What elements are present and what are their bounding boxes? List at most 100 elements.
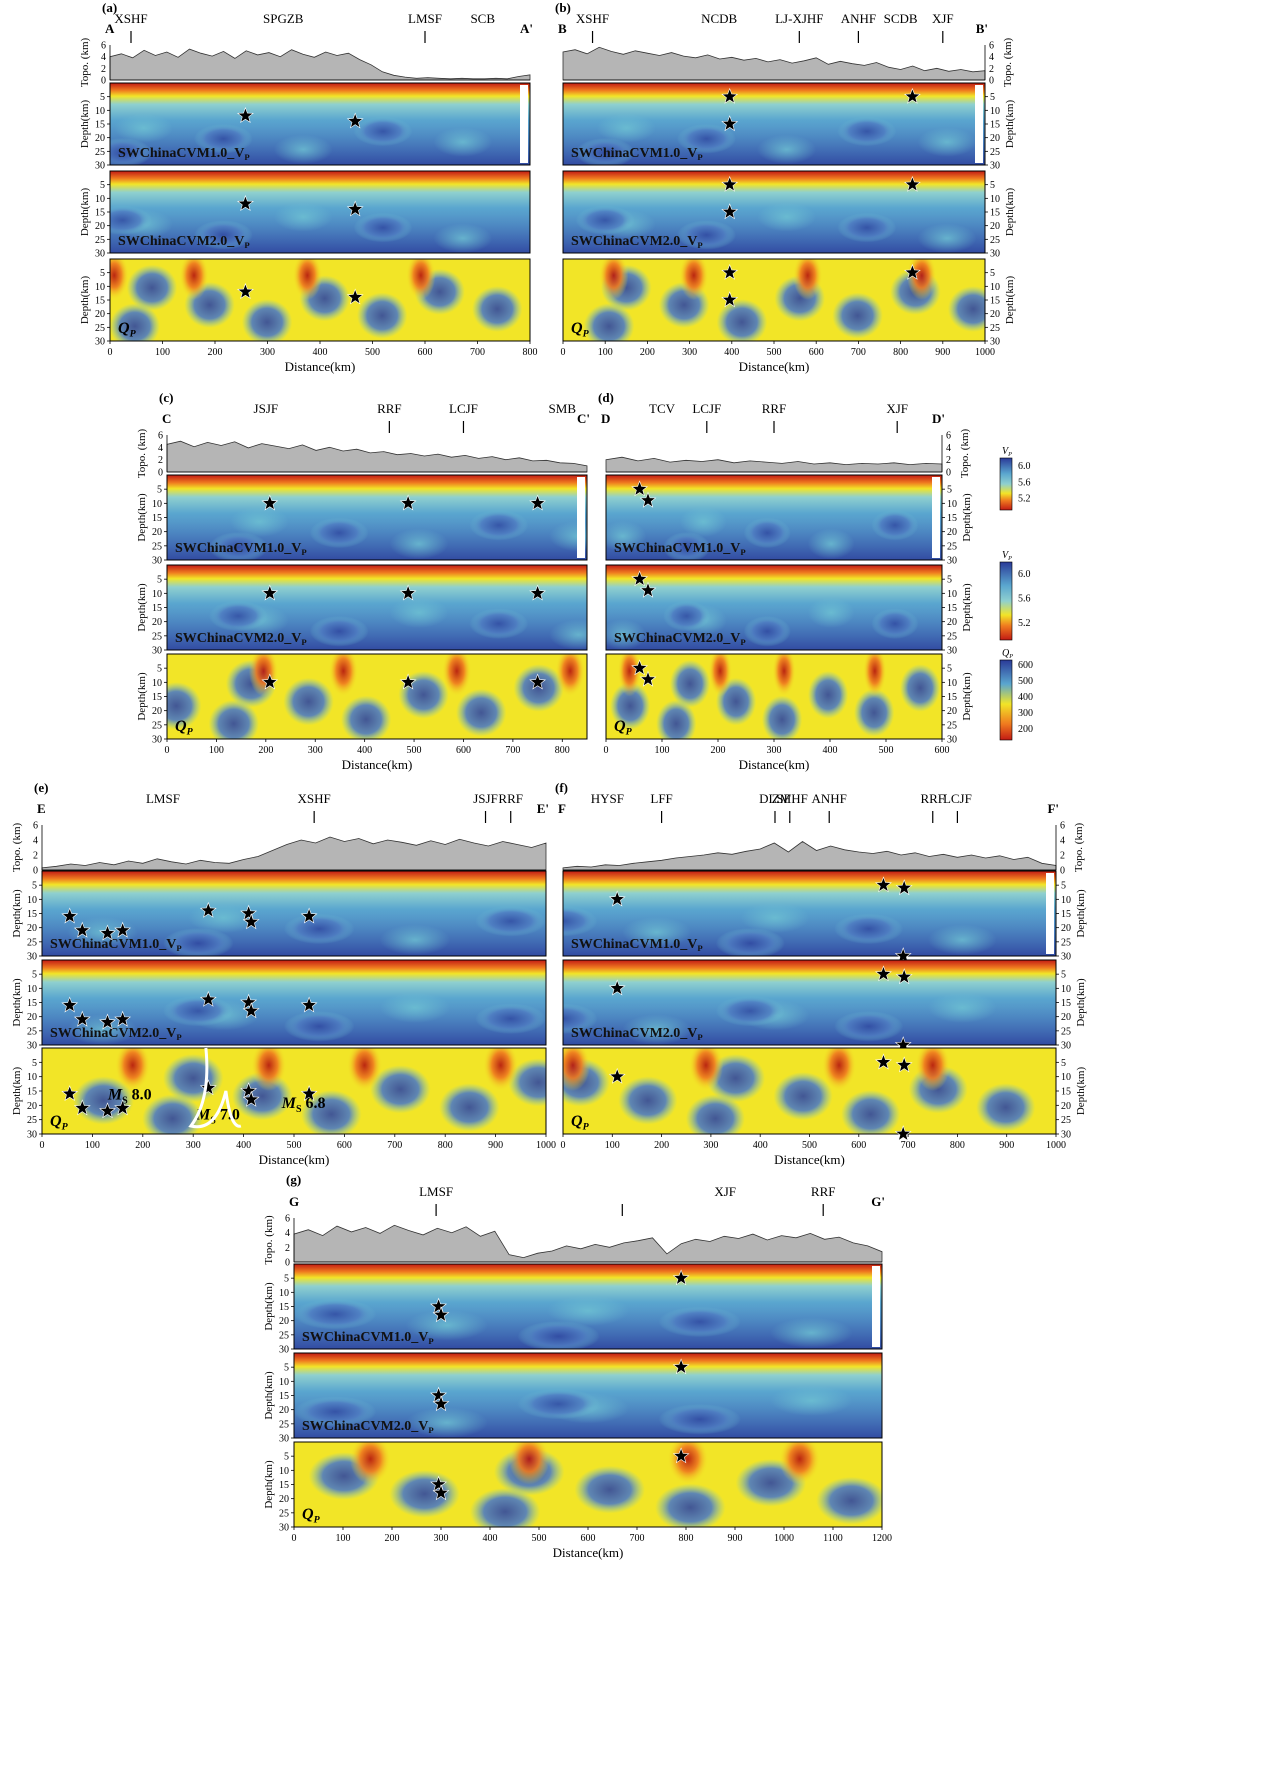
- vp1-section: SWChinaCVM1.0_VP 5 10 15 20 25 30 Depth(km): [79, 82, 531, 172]
- distance-tick-label: 800: [950, 1140, 965, 1151]
- attenuation-anomaly: [389, 1470, 460, 1518]
- distance-tick-label: 800: [555, 745, 570, 756]
- depth-axis-title: Depth(km): [961, 493, 973, 542]
- vp1-section: SWChinaCVM1.0_VP 5 10 15 20 25 30 Depth(km): [605, 474, 973, 567]
- attenuation-anomaly: [483, 1048, 519, 1091]
- depth-tick-label: 15: [947, 603, 957, 614]
- velocity-anomaly: [546, 1295, 630, 1327]
- distance-tick-label: 300: [434, 1533, 449, 1544]
- velocity-anomaly: [283, 913, 355, 945]
- depth-tick-label: 5: [1061, 881, 1066, 892]
- topo-axis-title: Topo. (km): [1073, 823, 1085, 873]
- attenuation-anomaly: [688, 1048, 724, 1091]
- depth-tick-label: 25: [152, 631, 162, 642]
- panel-label: (f): [555, 780, 568, 795]
- depth-tick-label: 5: [157, 575, 162, 586]
- distance-tick-label: 700: [387, 1140, 402, 1151]
- distance-tick-label: 200: [654, 1140, 669, 1151]
- distance-tick-label: 100: [336, 1533, 351, 1544]
- profile-end-label: G': [871, 1194, 885, 1209]
- vp2-section: SWChinaCVM2.0_VP 5 10 15 20 25 30 Depth(km): [136, 564, 588, 657]
- depth-tick-label: 10: [279, 1377, 289, 1388]
- fault-label: XJF: [932, 11, 954, 26]
- earthquake-star: [903, 263, 921, 280]
- depth-tick-label: 30: [990, 161, 1000, 172]
- topo-tick-label: 2: [989, 64, 994, 75]
- distance-tick-label: 600: [337, 1140, 352, 1151]
- depth-tick-label: 20: [1061, 923, 1071, 934]
- distance-axis-title: Distance(km): [739, 359, 810, 374]
- depth-tick-label: 10: [95, 282, 105, 293]
- distance-tick-label: 300: [308, 745, 323, 756]
- depth-axis-title: Depth(km): [1004, 276, 1016, 325]
- earthquake-star: [639, 670, 657, 687]
- earthquake-star: [73, 921, 91, 938]
- velocity-anomaly: [757, 202, 817, 232]
- colorbar-title: VP: [1002, 550, 1012, 562]
- model-label: QP: [175, 718, 194, 738]
- earthquake-star: [114, 921, 132, 938]
- fault-label: DLSF: [759, 791, 791, 806]
- earthquake-star: [346, 112, 364, 129]
- attenuation-anomaly: [439, 1083, 500, 1132]
- fault-label: HYSF: [591, 791, 624, 806]
- topo-tick-label: 6: [989, 41, 994, 52]
- depth-tick-label: 30: [1061, 952, 1071, 963]
- fault-label: LMSF: [408, 11, 442, 26]
- depth-axis-title: Depth(km): [961, 583, 973, 632]
- distance-axis-title: Distance(km): [342, 757, 413, 772]
- distance-axis-title: Distance(km): [739, 757, 810, 772]
- velocity-anomaly: [194, 123, 253, 154]
- fault-label: LJ-XJHF: [775, 11, 823, 26]
- earthquake-star: [240, 1082, 258, 1099]
- attenuation-anomaly: [863, 654, 887, 697]
- depth-tick-label: 25: [1061, 937, 1071, 948]
- velocity-anomaly: [273, 202, 333, 232]
- velocity-anomaly: [834, 913, 904, 945]
- depth-tick-label: 25: [279, 1419, 289, 1430]
- topo-tick-label: 6: [33, 821, 38, 832]
- depth-tick-label: 15: [152, 603, 162, 614]
- distance-tick-label: 600: [581, 1533, 596, 1544]
- earthquake-star: [61, 907, 79, 924]
- velocity-anomaly: [575, 137, 635, 165]
- velocity-anomaly: [294, 1298, 377, 1330]
- depth-axis-title: Depth(km): [79, 276, 91, 325]
- colorbar-tick-label: 400: [1018, 692, 1033, 703]
- profile-start-label: D: [601, 411, 610, 426]
- topography-profile: [41, 836, 547, 871]
- velocity-anomaly: [676, 123, 737, 154]
- vp1-section: SWChinaCVM1.0_VP 5 10 15 20 25 30 Depth(km): [136, 474, 588, 567]
- profile-end-label: E': [537, 801, 549, 816]
- velocity-anomaly: [575, 205, 635, 235]
- distance-tick-label: 1100: [823, 1533, 843, 1544]
- attenuation-anomaly: [610, 682, 651, 730]
- profile-start-label: G: [289, 1194, 299, 1209]
- colorbar-tick-label: 5.2: [1018, 618, 1031, 629]
- velocity-anomaly: [658, 1306, 741, 1338]
- vp1-section: SWChinaCVM1.0_VP 5 10 15 20 25 30 Depth(km): [263, 1263, 883, 1356]
- earthquake-star: [672, 1358, 690, 1375]
- distance-tick-label: 1000: [774, 1533, 794, 1544]
- depth-tick-label: 5: [990, 268, 995, 279]
- qp-section: QP 5 10 15 20 25 30 Depth(km): [562, 258, 1016, 348]
- depth-tick-label: 15: [27, 998, 37, 1009]
- depth-tick-label: 5: [157, 664, 162, 675]
- earthquake-star: [240, 993, 258, 1010]
- velocity-anomaly: [230, 506, 289, 538]
- earthquake-star: [399, 673, 417, 690]
- panel-label: (e): [34, 780, 48, 795]
- distance-tick-label: 400: [313, 347, 328, 358]
- velocity-anomaly: [743, 517, 791, 549]
- distance-tick-label: 900: [728, 1533, 743, 1544]
- velocity-anomaly: [663, 600, 711, 632]
- depth-tick-label: 20: [27, 1012, 37, 1023]
- distance-tick-label: 900: [488, 1140, 503, 1151]
- velocity-anomaly: [209, 600, 268, 632]
- fault-label: ZMHF: [772, 791, 808, 806]
- depth-tick-label: 30: [152, 646, 162, 657]
